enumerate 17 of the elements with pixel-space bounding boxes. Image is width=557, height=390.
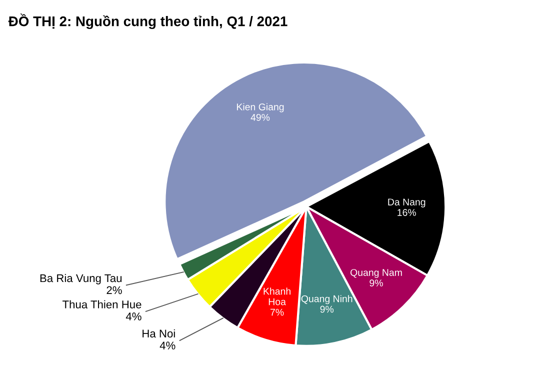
- slice-label: Da Nang: [388, 198, 426, 208]
- data-label: 4%: [126, 312, 142, 320]
- slice-label: Khanh Hoa: [264, 288, 290, 306]
- data-label: 4%: [160, 342, 176, 350]
- data-label: 2%: [106, 286, 122, 294]
- data-label: 49%: [250, 114, 270, 121]
- slice-label: Thua Thien Hue: [62, 300, 142, 308]
- slice-label: Quang Nam: [350, 269, 402, 278]
- slice-label: Quang Ninh: [301, 295, 352, 304]
- data-label: 7%: [270, 308, 284, 316]
- slice-label: Kien Giang: [236, 103, 284, 112]
- chart-title: ĐỒ THỊ 2: Nguồn cung theo tỉnh, Q1 / 2021: [8, 14, 288, 30]
- slice-label: Ha Noi: [142, 329, 175, 338]
- data-label: 9%: [370, 280, 383, 286]
- data-label: 9%: [320, 306, 334, 313]
- data-label: 16%: [398, 209, 416, 216]
- slice-label: Ba Ria Vung Tau: [40, 274, 122, 284]
